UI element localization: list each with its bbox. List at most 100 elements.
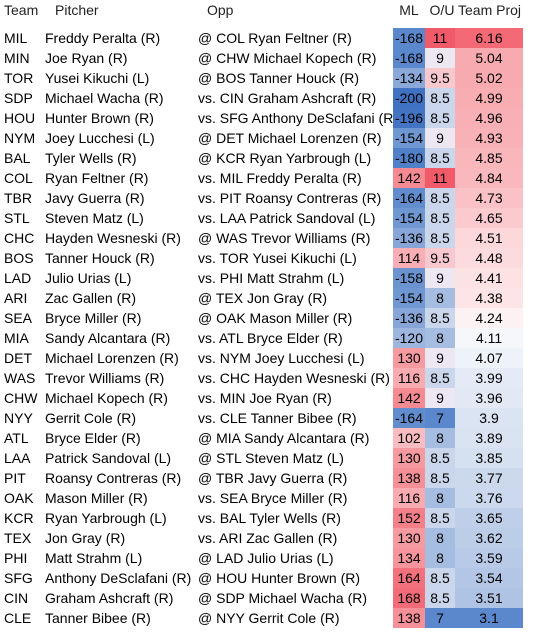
team-proj-cell: 6.16 [455, 28, 523, 48]
moneyline-cell: 138 [393, 468, 425, 488]
team-cell: OAK [4, 490, 34, 506]
table-row: CHC Hayden Wesneski (R) @ WAS Trevor Willi… [0, 228, 535, 248]
opponent-cell: vs. TOR Yusei Kikuchi (L) [198, 250, 357, 266]
opponent-cell: @ COL Ryan Feltner (R) [198, 30, 352, 46]
team-cell: NYM [4, 130, 36, 146]
pitcher-cell: Ryan Feltner (R) [45, 170, 149, 186]
header-team: Team [4, 2, 39, 18]
moneyline-cell: -168 [393, 48, 425, 68]
team-cell: SDP [4, 90, 33, 106]
opponent-cell: @ KCR Ryan Yarbrough (L) [198, 150, 372, 166]
team-proj-cell: 4.73 [455, 188, 523, 208]
team-cell: TOR [4, 70, 34, 86]
team-proj-cell: 4.11 [455, 328, 523, 348]
pitcher-cell: Anthony DeSclafani (R) [45, 570, 192, 586]
team-proj-cell: 3.76 [455, 488, 523, 508]
over-under-cell: 8.5 [425, 208, 455, 228]
team-proj-cell: 3.89 [455, 428, 523, 448]
table-row: LAD Julio Urias (L) vs. PHI Matt Strahm (L… [0, 268, 535, 288]
team-cell: CIN [4, 590, 29, 606]
pitcher-cell: Patrick Sandoval (L) [45, 450, 172, 466]
moneyline-cell: -154 [393, 208, 425, 228]
pitcher-cell: Javy Guerra (R) [45, 190, 145, 206]
over-under-cell: 9 [425, 388, 455, 408]
team-proj-cell: 3.54 [455, 568, 523, 588]
pitcher-cell: Ryan Yarbrough (L) [45, 510, 167, 526]
over-under-cell: 11 [425, 28, 455, 48]
pitcher-cell: Michael Wacha (R) [45, 90, 164, 106]
opponent-cell: vs. CIN Graham Ashcraft (R) [198, 90, 377, 106]
pitcher-cell: Hayden Wesneski (R) [45, 230, 181, 246]
opponent-cell: @ CHW Michael Kopech (R) [198, 50, 377, 66]
over-under-cell: 7 [425, 608, 455, 628]
moneyline-cell: 116 [393, 488, 425, 508]
table-row: PIT Roansy Contreras (R) @ TBR Javy Guerra… [0, 468, 535, 488]
opponent-cell: vs. CLE Tanner Bibee (R) [198, 410, 357, 426]
table-row: PHI Matt Strahm (L) @ LAD Julio Urias (L) 1… [0, 548, 535, 568]
table-row: NYM Joey Lucchesi (L) @ DET Michael Lorenz… [0, 128, 535, 148]
pitcher-cell: Joe Ryan (R) [45, 50, 128, 66]
table-row: CLE Tanner Bibee (R) @ NYY Gerrit Cole (R)… [0, 608, 535, 628]
moneyline-cell: -136 [393, 228, 425, 248]
team-proj-cell: 4.48 [455, 248, 523, 268]
over-under-cell: 8 [425, 288, 455, 308]
team-proj-cell: 4.51 [455, 228, 523, 248]
team-cell: SEA [4, 310, 33, 326]
table-row: SFG Anthony DeSclafani (R) @ HOU Hunter Br… [0, 568, 535, 588]
team-cell: CHW [4, 390, 38, 406]
moneyline-cell: -180 [393, 148, 425, 168]
moneyline-cell: 130 [393, 448, 425, 468]
pitcher-cell: Matt Strahm (L) [45, 550, 143, 566]
opponent-cell: vs. PIT Roansy Contreras (R) [198, 190, 382, 206]
team-proj-cell: 3.1 [455, 608, 523, 628]
table-row: MIL Freddy Peralta (R) @ COL Ryan Feltner … [0, 28, 535, 48]
table-row: BAL Tyler Wells (R) @ KCR Ryan Yarbrough (… [0, 148, 535, 168]
team-cell: CLE [4, 610, 32, 626]
header-opp: Opp [207, 2, 234, 18]
over-under-cell: 8.5 [425, 508, 455, 528]
team-cell: COL [4, 170, 33, 186]
team-proj-cell: 5.02 [455, 68, 523, 88]
moneyline-cell: 142 [393, 168, 425, 188]
over-under-cell: 9.5 [425, 248, 455, 268]
moneyline-cell: -134 [393, 68, 425, 88]
opponent-cell: @ TBR Javy Guerra (R) [198, 470, 348, 486]
team-cell: HOU [4, 110, 36, 126]
moneyline-cell: -154 [393, 288, 425, 308]
moneyline-cell: 102 [393, 428, 425, 448]
team-proj-cell: 3.99 [455, 368, 523, 388]
pitcher-cell: Tyler Wells (R) [45, 150, 137, 166]
over-under-cell: 11 [425, 168, 455, 188]
opponent-cell: vs. SEA Bryce Miller (R) [198, 490, 348, 506]
moneyline-cell: -136 [393, 308, 425, 328]
pitcher-cell: Joey Lucchesi (L) [45, 130, 155, 146]
over-under-cell: 8.5 [425, 468, 455, 488]
over-under-cell: 9 [425, 348, 455, 368]
over-under-cell: 8.5 [425, 188, 455, 208]
team-proj-cell: 3.77 [455, 468, 523, 488]
team-cell: PHI [4, 550, 28, 566]
team-proj-cell: 3.96 [455, 388, 523, 408]
team-proj-cell: 4.96 [455, 108, 523, 128]
moneyline-cell: 168 [393, 588, 425, 608]
over-under-cell: 8 [425, 328, 455, 348]
opponent-cell: @ DET Michael Lorenzen (R) [198, 130, 382, 146]
moneyline-cell: 116 [393, 368, 425, 388]
opponent-cell: vs. MIL Freddy Peralta (R) [198, 170, 362, 186]
team-cell: LAA [4, 450, 31, 466]
over-under-cell: 8.5 [425, 568, 455, 588]
opponent-cell: vs. CHC Hayden Wesneski (R) [198, 370, 390, 386]
opponent-cell: @ OAK Mason Miller (R) [198, 310, 353, 326]
table-row: MIA Sandy Alcantara (R) vs. ATL Bryce Elde… [0, 328, 535, 348]
pitcher-cell: Freddy Peralta (R) [45, 30, 161, 46]
pitcher-cell: Tanner Bibee (R) [45, 610, 151, 626]
table-row: BOS Tanner Houck (R) vs. TOR Yusei Kikuchi… [0, 248, 535, 268]
table-row: COL Ryan Feltner (R) vs. MIL Freddy Peralt… [0, 168, 535, 188]
over-under-cell: 8 [425, 488, 455, 508]
header-row: Team Pitcher Opp ML O/U Team Proj [0, 0, 535, 20]
pitcher-cell: Mason Miller (R) [45, 490, 148, 506]
pitcher-cell: Julio Urias (L) [45, 270, 132, 286]
table-row: LAA Patrick Sandoval (L) @ STL Steven Matz… [0, 448, 535, 468]
table-row: MIN Joe Ryan (R) @ CHW Michael Kopech (R) -… [0, 48, 535, 68]
pitcher-cell: Hunter Brown (R) [45, 110, 154, 126]
